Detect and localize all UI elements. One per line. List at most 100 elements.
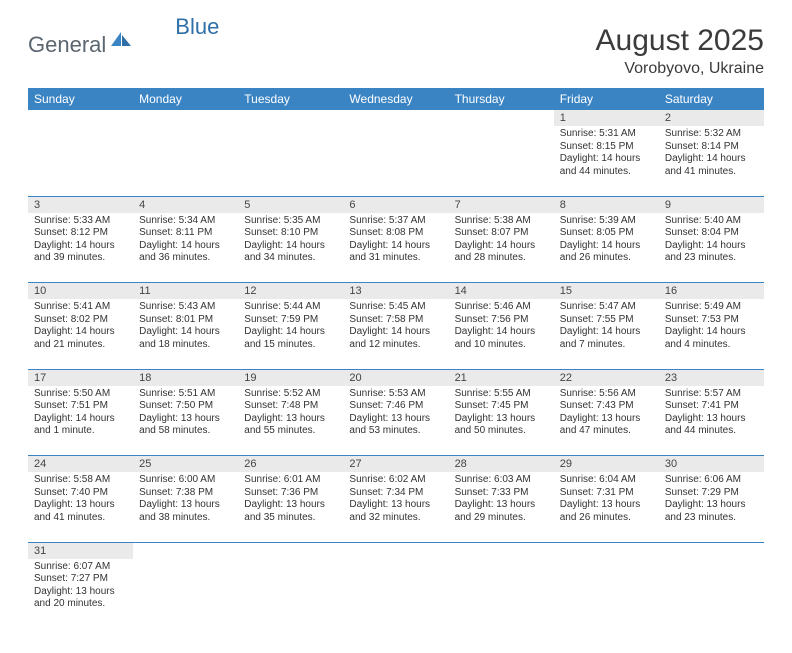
day-sunset: Sunset: 8:14 PM [665, 141, 758, 154]
weekday-header: Thursday [449, 88, 554, 110]
day-daylight2: and 10 minutes. [455, 339, 548, 352]
day-number-cell [133, 110, 238, 126]
day-detail-cell: Sunrise: 6:07 AMSunset: 7:27 PMDaylight:… [28, 559, 133, 629]
weekday-header: Sunday [28, 88, 133, 110]
day-number-cell [343, 542, 448, 559]
day-detail-cell: Sunrise: 5:58 AMSunset: 7:40 PMDaylight:… [28, 472, 133, 542]
day-daylight2: and 7 minutes. [560, 339, 653, 352]
day-detail-cell [238, 559, 343, 629]
day-sunset: Sunset: 7:51 PM [34, 400, 127, 413]
day-detail-cell: Sunrise: 5:46 AMSunset: 7:56 PMDaylight:… [449, 299, 554, 369]
day-daylight1: Daylight: 13 hours [665, 413, 758, 426]
day-number-cell: 5 [238, 196, 343, 213]
day-sunrise: Sunrise: 5:49 AM [665, 301, 758, 314]
day-daylight1: Daylight: 13 hours [349, 413, 442, 426]
day-detail-row: Sunrise: 5:33 AMSunset: 8:12 PMDaylight:… [28, 213, 764, 283]
day-sunset: Sunset: 8:02 PM [34, 314, 127, 327]
day-sunset: Sunset: 7:36 PM [244, 487, 337, 500]
day-daylight1: Daylight: 13 hours [139, 413, 232, 426]
day-daylight1: Daylight: 14 hours [244, 240, 337, 253]
day-daylight2: and 23 minutes. [665, 512, 758, 525]
logo: General Blue [28, 30, 219, 59]
day-daylight1: Daylight: 14 hours [349, 326, 442, 339]
day-number-cell: 23 [659, 369, 764, 386]
day-number-row: 24252627282930 [28, 456, 764, 473]
day-number-cell: 28 [449, 456, 554, 473]
day-detail-cell: Sunrise: 6:06 AMSunset: 7:29 PMDaylight:… [659, 472, 764, 542]
day-detail-cell [449, 559, 554, 629]
day-detail-cell: Sunrise: 5:51 AMSunset: 7:50 PMDaylight:… [133, 386, 238, 456]
day-detail-cell: Sunrise: 5:33 AMSunset: 8:12 PMDaylight:… [28, 213, 133, 283]
day-sunset: Sunset: 7:31 PM [560, 487, 653, 500]
logo-text-blue: Blue [175, 14, 219, 40]
day-number-cell: 17 [28, 369, 133, 386]
day-detail-row: Sunrise: 5:41 AMSunset: 8:02 PM Daylight:… [28, 299, 764, 369]
day-sunrise: Sunrise: 6:00 AM [139, 474, 232, 487]
day-detail-cell: Sunrise: 5:53 AMSunset: 7:46 PMDaylight:… [343, 386, 448, 456]
day-daylight2: and 58 minutes. [139, 425, 232, 438]
day-number-cell: 26 [238, 456, 343, 473]
day-daylight2: and 34 minutes. [244, 252, 337, 265]
day-sunrise: Sunrise: 5:53 AM [349, 388, 442, 401]
day-daylight1: Daylight: 13 hours [455, 413, 548, 426]
day-sunset: Sunset: 7:43 PM [560, 400, 653, 413]
day-daylight1: Daylight: 14 hours [560, 326, 653, 339]
day-sunrise: Sunrise: 5:39 AM [560, 215, 653, 228]
day-detail-cell [343, 559, 448, 629]
day-detail-cell: Sunrise: 5:35 AMSunset: 8:10 PMDaylight:… [238, 213, 343, 283]
day-sunrise: Sunrise: 5:41 AM [34, 301, 127, 314]
day-number-cell: 24 [28, 456, 133, 473]
day-number-cell: 9 [659, 196, 764, 213]
location: Vorobyovo, Ukraine [596, 60, 764, 78]
day-detail-cell: Sunrise: 6:03 AMSunset: 7:33 PMDaylight:… [449, 472, 554, 542]
day-daylight2: and 15 minutes. [244, 339, 337, 352]
day-daylight1: Daylight: 14 hours [665, 153, 758, 166]
day-detail-row: Sunrise: 5:50 AMSunset: 7:51 PMDaylight:… [28, 386, 764, 456]
day-daylight1: Daylight: 13 hours [34, 586, 127, 599]
day-sunrise: Sunrise: 5:44 AM [244, 301, 337, 314]
day-sunrise: Sunrise: 5:37 AM [349, 215, 442, 228]
day-daylight2: and 23 minutes. [665, 252, 758, 265]
weekday-header: Tuesday [238, 88, 343, 110]
day-sunrise: Sunrise: 6:01 AM [244, 474, 337, 487]
day-number-row: 3456789 [28, 196, 764, 213]
weekday-header: Saturday [659, 88, 764, 110]
day-daylight2: and 21 minutes. [34, 339, 127, 352]
day-sunrise: Sunrise: 5:47 AM [560, 301, 653, 314]
day-sunset: Sunset: 8:07 PM [455, 227, 548, 240]
day-detail-row: Sunrise: 6:07 AMSunset: 7:27 PMDaylight:… [28, 559, 764, 629]
weekday-header-row: Sunday Monday Tuesday Wednesday Thursday… [28, 88, 764, 110]
day-daylight1: Daylight: 14 hours [139, 326, 232, 339]
day-number-cell: 3 [28, 196, 133, 213]
day-daylight1: Daylight: 14 hours [665, 326, 758, 339]
day-daylight2: and 1 minute. [34, 425, 127, 438]
day-number-cell: 6 [343, 196, 448, 213]
day-detail-cell [28, 126, 133, 196]
day-detail-cell: Sunrise: 5:55 AMSunset: 7:45 PMDaylight:… [449, 386, 554, 456]
day-number-row: 10111213141516 [28, 283, 764, 300]
day-number-cell [133, 542, 238, 559]
day-sunset: Sunset: 7:55 PM [560, 314, 653, 327]
day-sunrise: Sunrise: 5:55 AM [455, 388, 548, 401]
day-detail-cell [133, 559, 238, 629]
day-daylight1: Daylight: 13 hours [349, 499, 442, 512]
day-number-cell: 12 [238, 283, 343, 300]
day-sunset: Sunset: 7:41 PM [665, 400, 758, 413]
day-detail-cell: Sunrise: 5:49 AMSunset: 7:53 PMDaylight:… [659, 299, 764, 369]
day-sunset: Sunset: 7:56 PM [455, 314, 548, 327]
day-sunset: Sunset: 8:10 PM [244, 227, 337, 240]
day-daylight1: Daylight: 14 hours [665, 240, 758, 253]
day-sunset: Sunset: 7:53 PM [665, 314, 758, 327]
day-daylight2: and 44 minutes. [560, 166, 653, 179]
day-detail-cell: Sunrise: 5:40 AMSunset: 8:04 PMDaylight:… [659, 213, 764, 283]
day-sunset: Sunset: 7:46 PM [349, 400, 442, 413]
calendar-table: Sunday Monday Tuesday Wednesday Thursday… [28, 88, 764, 629]
day-detail-row: Sunrise: 5:58 AMSunset: 7:40 PMDaylight:… [28, 472, 764, 542]
day-detail-cell [133, 126, 238, 196]
day-daylight1: Daylight: 14 hours [455, 326, 548, 339]
day-daylight2: and 4 minutes. [665, 339, 758, 352]
day-number-cell [554, 542, 659, 559]
day-detail-cell: Sunrise: 5:34 AMSunset: 8:11 PMDaylight:… [133, 213, 238, 283]
logo-sail-icon [109, 30, 133, 53]
day-daylight2: and 41 minutes. [665, 166, 758, 179]
